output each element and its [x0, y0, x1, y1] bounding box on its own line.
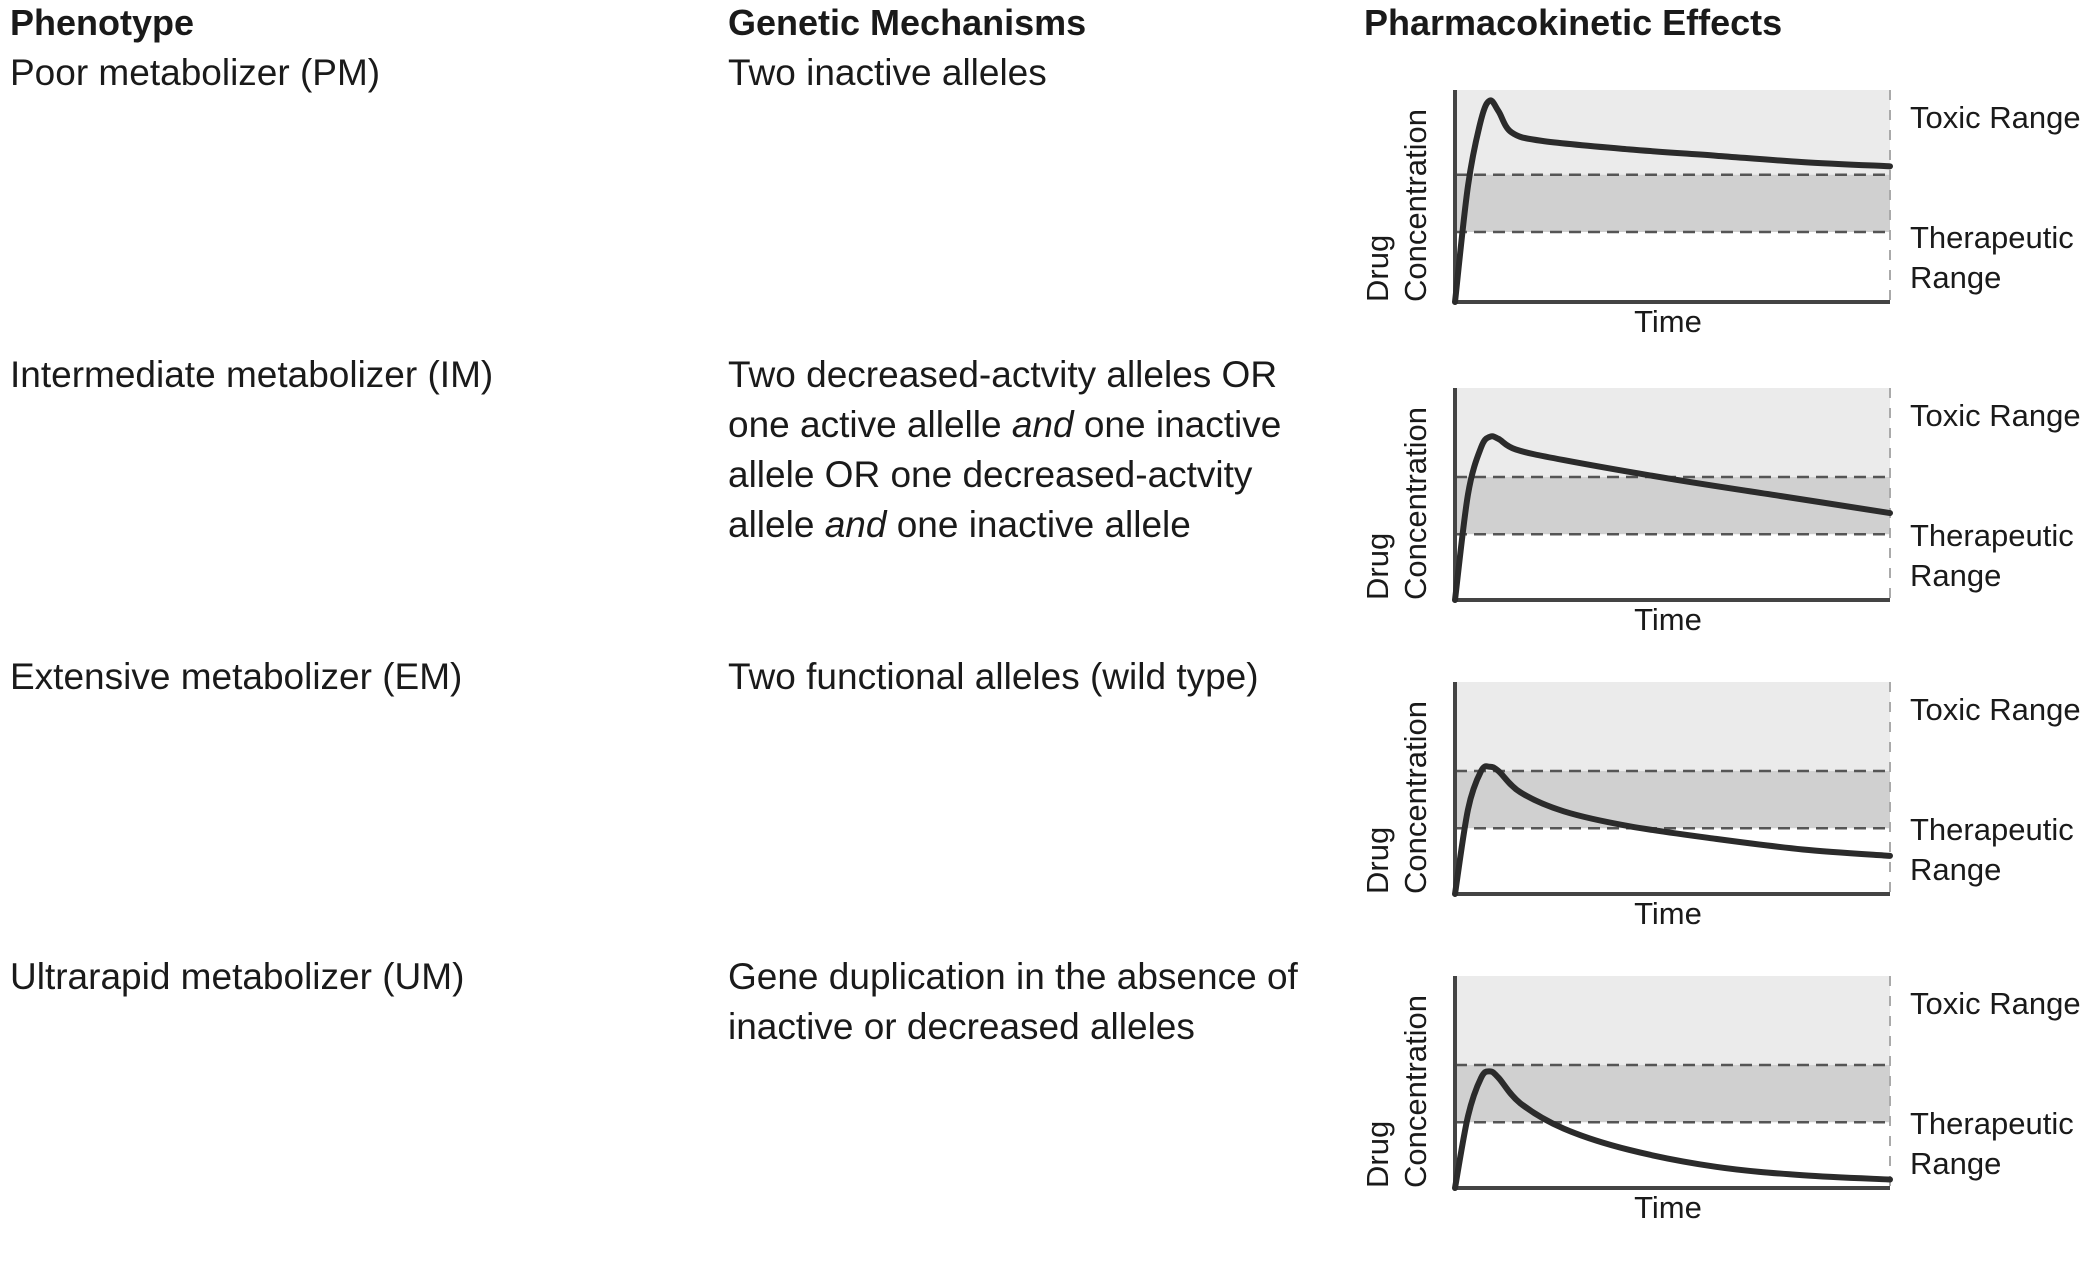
y-axis-label-line2: Concentration [1398, 701, 1433, 894]
mechanism-emphasis: and [1011, 404, 1074, 445]
mechanism-text: Two decreased-actvity alleles OR one act… [728, 354, 1278, 445]
header-phenotype: Phenotype [10, 2, 195, 43]
x-axis-label: Time [1634, 602, 1702, 637]
therapeutic-range-band [1455, 771, 1890, 829]
subtherapeutic-band [1455, 534, 1890, 600]
subtherapeutic-band [1455, 828, 1890, 894]
y-axis-label-line1: Drug [1360, 533, 1395, 600]
therapeutic-range-label-line1: Therapeutic [1910, 518, 2074, 553]
therapeutic-range-label-line1: Therapeutic [1910, 1106, 2074, 1141]
toxic-range-label: Toxic Range [1910, 986, 2080, 1021]
mechanism-text: Two functional alleles (wild type) [728, 656, 1259, 697]
y-axis-label-line2: Concentration [1398, 995, 1433, 1188]
therapeutic-range-band [1455, 1065, 1890, 1123]
toxic-range-label: Toxic Range [1910, 100, 2080, 135]
therapeutic-range-label-line2: Range [1910, 260, 2001, 295]
toxic-range-label: Toxic Range [1910, 398, 2080, 433]
phenotype-cell: Ultrarapid metabolizer (UM) [10, 956, 465, 997]
x-axis-label: Time [1634, 1190, 1702, 1225]
pk-graph: Drug Concentration Time Toxic Range Therapeu… [1360, 378, 2080, 678]
therapeutic-range-band [1455, 174, 1890, 233]
genetic-mechanism-cell: Two inactive alleles [728, 48, 1328, 98]
x-axis-label: Time [1634, 896, 1702, 931]
pk-graph: Drug Concentration Time Toxic Range Therapeu… [1360, 80, 2080, 380]
y-axis-label-line2: Concentration [1398, 407, 1433, 600]
phenotype-cell: Intermediate metabolizer (IM) [10, 354, 494, 395]
genetic-mechanism-cell: Two decreased-actvity alleles OR one act… [728, 350, 1328, 550]
pk-graph: Drug Concentration Time Toxic Range Therapeu… [1360, 672, 2080, 972]
mechanism-text: Two inactive alleles [728, 52, 1047, 93]
drug-concentration-curve [1452, 1068, 1893, 1191]
drug-concentration-curve [1452, 763, 1893, 897]
drug-concentration-curve [1452, 433, 1893, 603]
x-axis-label: Time [1634, 304, 1702, 339]
therapeutic-range-label-line1: Therapeutic [1910, 220, 2074, 255]
therapeutic-range-label-line2: Range [1910, 1146, 2001, 1181]
mechanism-text: one inactive allele [886, 504, 1191, 545]
genetic-mechanism-cell: Two functional alleles (wild type) [728, 652, 1328, 702]
therapeutic-range-band [1455, 477, 1890, 535]
y-axis-label-line1: Drug [1360, 1121, 1395, 1188]
y-axis-label-line2: Concentration [1398, 109, 1433, 302]
subtherapeutic-band [1455, 232, 1890, 302]
phenotype-cell: Poor metabolizer (PM) [10, 52, 381, 93]
mechanism-text: Gene duplication in the absence of inact… [728, 956, 1298, 1047]
pk-graph: Drug Concentration Time Toxic Range Therapeu… [1360, 966, 2080, 1266]
header-pharmacokinetic-effects: Pharmacokinetic Effects [1364, 2, 1783, 43]
mechanism-emphasis: and [824, 504, 887, 545]
therapeutic-range-label-line1: Therapeutic [1910, 812, 2074, 847]
header-genetic-mechanisms: Genetic Mechanisms [728, 2, 1087, 43]
drug-concentration-curve [1452, 97, 1893, 305]
therapeutic-range-label-line2: Range [1910, 852, 2001, 887]
y-axis-label-line1: Drug [1360, 235, 1395, 302]
phenotype-cell: Extensive metabolizer (EM) [10, 656, 463, 697]
y-axis-label-line1: Drug [1360, 827, 1395, 894]
therapeutic-range-label-line2: Range [1910, 558, 2001, 593]
genetic-mechanism-cell: Gene duplication in the absence of inact… [728, 952, 1328, 1052]
toxic-range-label: Toxic Range [1910, 692, 2080, 727]
mechanism-text: one inactive allele OR one decreased-act… [728, 404, 1282, 545]
